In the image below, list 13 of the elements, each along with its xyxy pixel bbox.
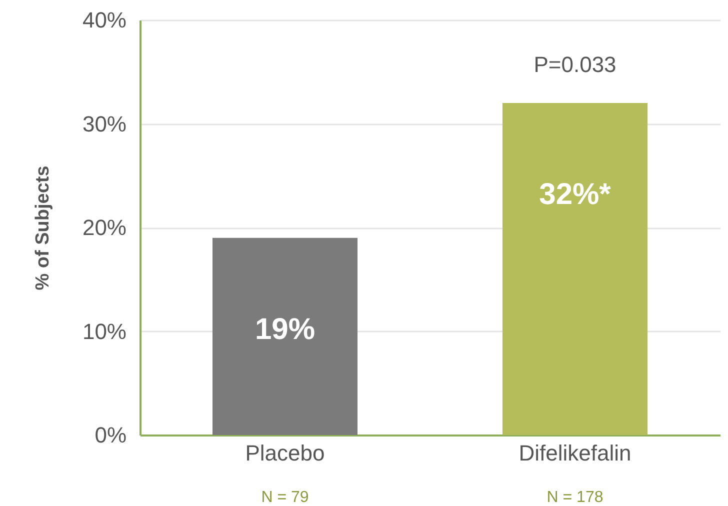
y-tick-label: 40% <box>82 8 126 32</box>
data-label: 32%* <box>539 178 612 211</box>
y-tick-label: 0% <box>94 422 126 448</box>
text: N = 79 <box>261 489 309 506</box>
x-tick-label: Difelikefalin <box>518 440 632 466</box>
text: N = 178 <box>546 489 604 506</box>
y-tick-label: 10% <box>82 318 126 344</box>
annotation: P=0.033 <box>534 52 616 77</box>
y-tick-label: 20% <box>82 215 126 240</box>
y-axis-title: % of Subjects <box>32 166 54 290</box>
y-tick-label: 30% <box>82 111 126 136</box>
data-label: 19% <box>254 312 316 346</box>
x-tick-label: Placebo <box>245 440 325 466</box>
